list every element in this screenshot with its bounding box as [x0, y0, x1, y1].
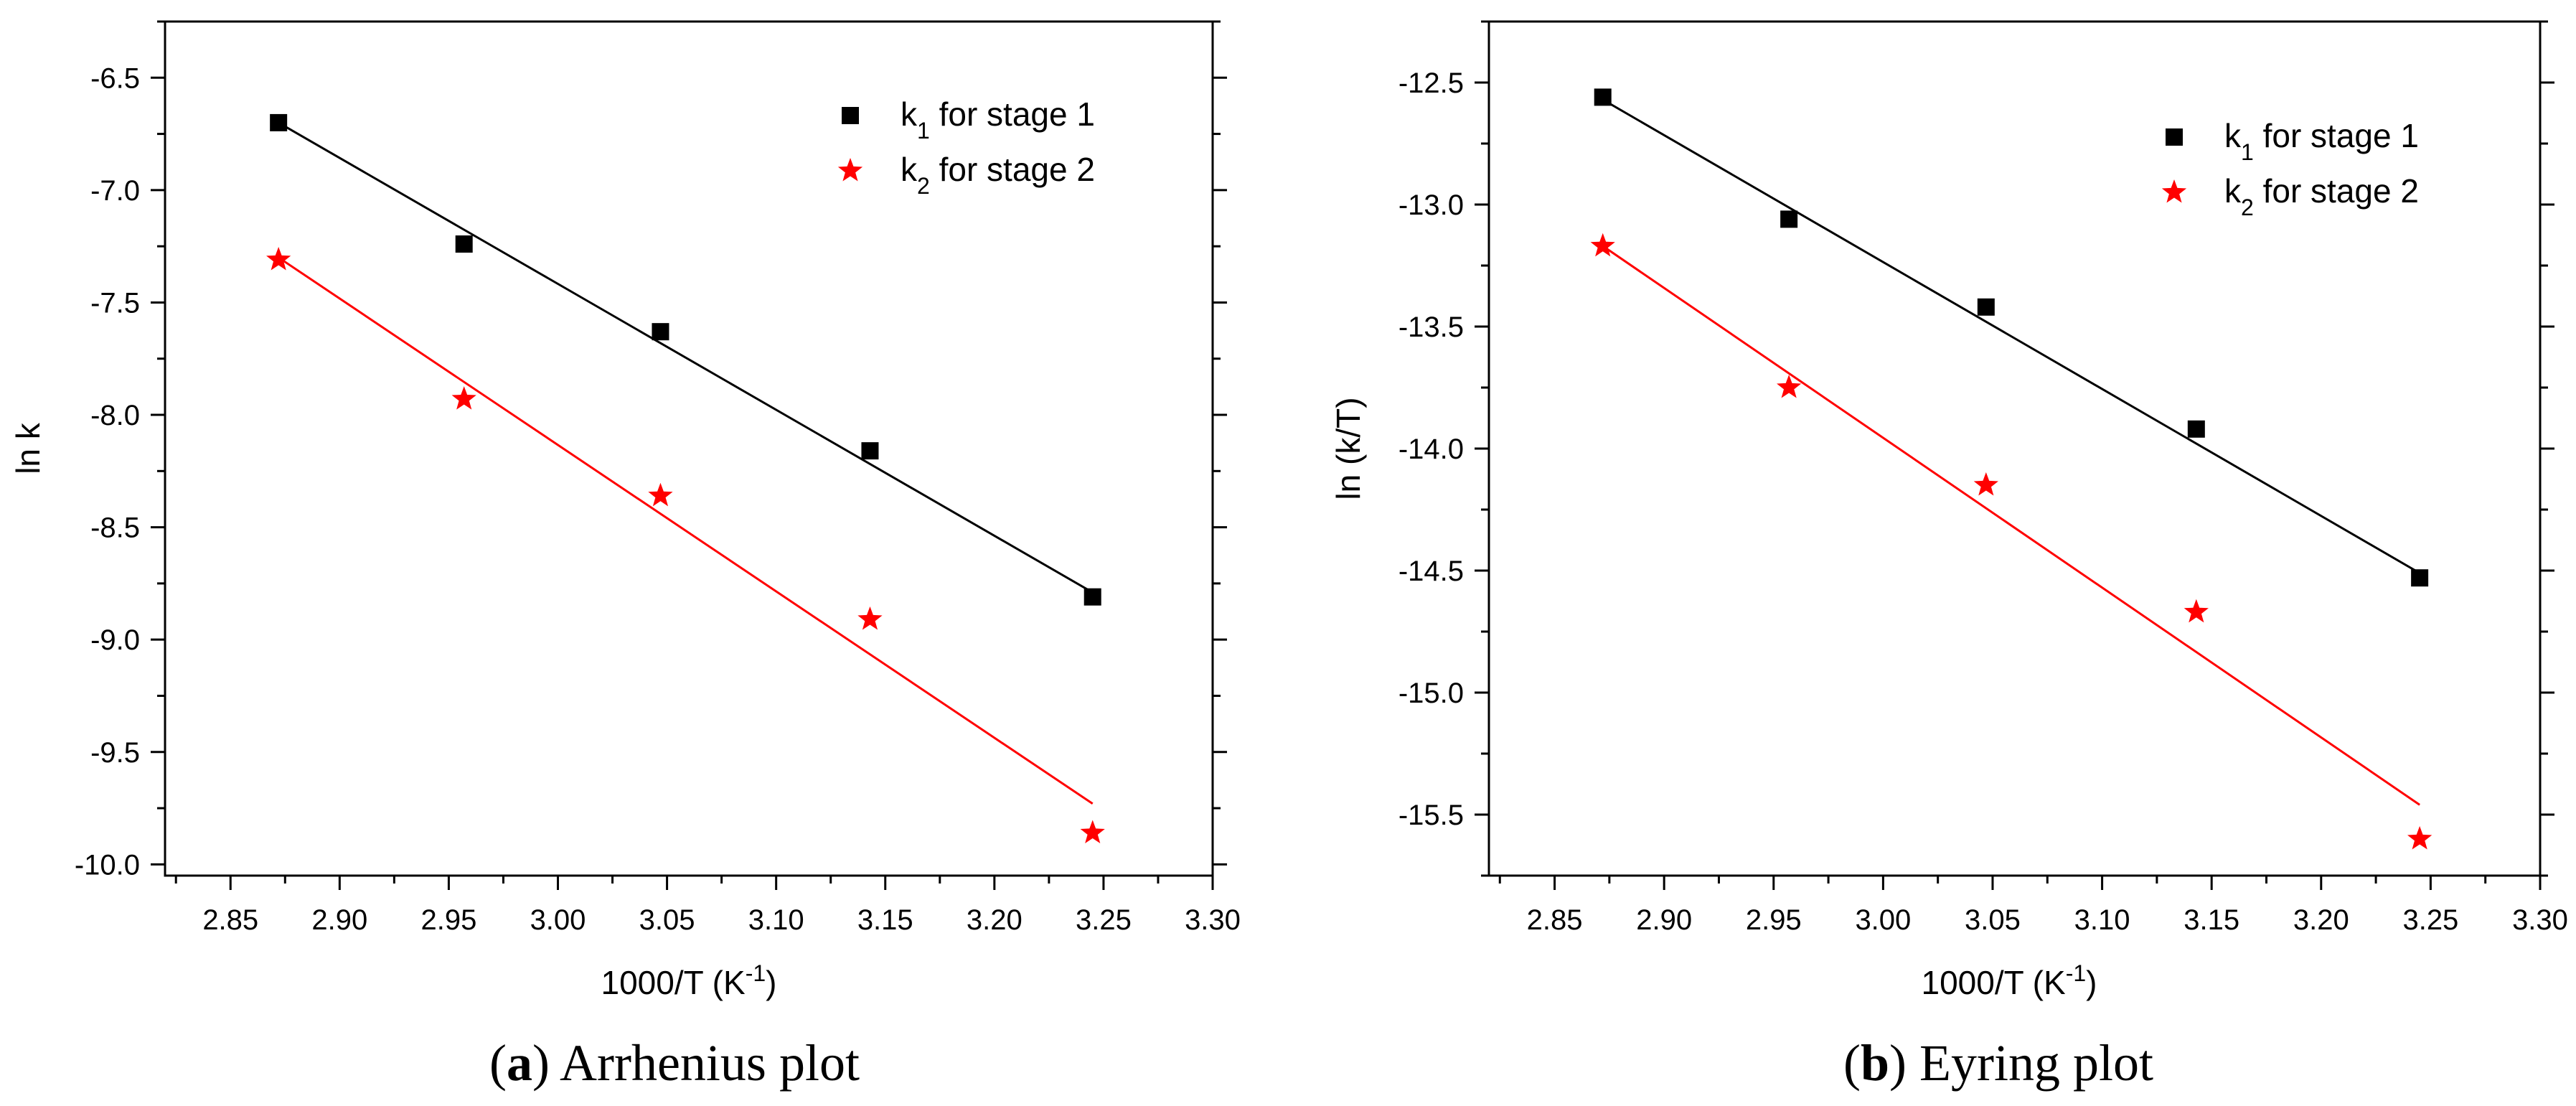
y-tick-label: -8.5 [90, 512, 140, 544]
panel-caption: (b) Eyring plot [1843, 1034, 2153, 1092]
x-tick-label: 2.85 [1527, 904, 1583, 936]
y-tick-label: -10.0 [75, 849, 140, 881]
fit-line-stage-2 [1602, 245, 2420, 806]
data-point-stage-1 [1083, 588, 1101, 606]
x-tick-label: 3.00 [1855, 904, 1911, 936]
legend-label-stage-1: k1 for stage 1 [2224, 117, 2419, 165]
x-tick-label: 3.05 [639, 904, 695, 936]
data-point-stage-1 [1594, 88, 1612, 106]
legend-label-stage-1: k1 for stage 1 [901, 95, 1095, 144]
data-point-stage-1 [861, 442, 879, 460]
fit-line-stage-2 [278, 256, 1094, 805]
x-tick-label: 3.00 [530, 904, 586, 936]
x-tick-label: 3.15 [2184, 904, 2239, 936]
y-axis-title: ln k [9, 422, 47, 474]
x-tick-label: 3.25 [2402, 904, 2458, 936]
x-axis-title: 1000/T (K-1) [601, 960, 777, 1001]
data-point-stage-1 [1780, 210, 1798, 228]
legend-marker-stage-1 [842, 107, 859, 124]
fit-line-stage-1 [278, 121, 1094, 594]
y-tick-label: -15.0 [1399, 678, 1464, 709]
legend-marker-stage-2 [2161, 179, 2187, 203]
panel-caption: (a) Arrhenius plot [489, 1034, 860, 1092]
x-axis-title: 1000/T (K-1) [1922, 960, 2097, 1001]
y-tick-label: -14.5 [1399, 556, 1464, 587]
x-tick-label: 3.15 [857, 904, 913, 936]
legend-marker-stage-2 [837, 158, 863, 182]
chart-panel-b: 2.85 2.90 2.95 3.00 3.05 3.10 3.15 3.20 3.25 3.30… [1330, 20, 2568, 1092]
x-tick-label: 2.90 [311, 904, 367, 936]
data-point-stage-2 [1080, 820, 1105, 844]
data-point-stage-1 [652, 323, 669, 341]
data-point-stage-2 [451, 386, 476, 410]
data-point-stage-2 [2184, 599, 2209, 623]
chart-panel-a: 2.85 2.90 2.95 3.00 3.05 3.10 3.15 3.20 3.25 3.30… [9, 20, 1241, 1092]
x-tick-label: 2.90 [1636, 904, 1692, 936]
x-tick-label: 3.20 [967, 904, 1023, 936]
y-tick-label: -9.5 [90, 737, 140, 769]
legend-marker-stage-1 [2166, 128, 2183, 146]
y-tick-label: -13.0 [1399, 189, 1464, 221]
y-tick-label: -7.0 [90, 175, 140, 207]
fit-line-stage-1 [1602, 98, 2420, 574]
y-tick-label: -7.5 [90, 287, 140, 319]
data-point-stage-2 [1590, 233, 1615, 257]
x-tick-label: 2.85 [202, 904, 258, 936]
data-point-stage-2 [266, 246, 291, 271]
x-tick-label: 3.20 [2293, 904, 2349, 936]
legend-label-stage-2: k2 for stage 2 [2224, 172, 2419, 220]
data-point-stage-2 [648, 482, 673, 507]
data-point-stage-2 [1777, 375, 1802, 398]
x-tick-label: 3.30 [2512, 904, 2568, 936]
data-point-stage-1 [2187, 420, 2205, 438]
data-point-stage-1 [2411, 569, 2429, 587]
legend-label-stage-2: k2 for stage 2 [901, 151, 1095, 199]
data-point-stage-1 [270, 113, 288, 131]
y-tick-label: -15.5 [1399, 800, 1464, 831]
x-tick-label: 3.25 [1076, 904, 1132, 936]
data-point-stage-1 [455, 235, 473, 253]
data-point-stage-2 [2407, 826, 2432, 850]
x-tick-label: 3.05 [1965, 904, 2021, 936]
data-point-stage-2 [857, 606, 883, 630]
y-axis-title: ln (k/T) [1330, 397, 1367, 500]
x-tick-label: 2.95 [420, 904, 476, 936]
y-tick-label: -13.5 [1399, 311, 1464, 343]
y-tick-label: -6.5 [90, 62, 140, 94]
x-tick-label: 3.10 [748, 904, 804, 936]
data-point-stage-2 [1973, 472, 1998, 496]
x-tick-label: 3.30 [1185, 904, 1241, 936]
data-point-stage-1 [1977, 298, 1995, 316]
x-tick-label: 3.10 [2074, 904, 2130, 936]
y-tick-label: -8.0 [90, 400, 140, 431]
x-tick-label: 2.95 [1746, 904, 1802, 936]
y-tick-label: -14.0 [1399, 434, 1464, 465]
y-tick-label: -12.5 [1399, 67, 1464, 99]
plot-frame [164, 20, 1214, 877]
y-tick-label: -9.0 [90, 624, 140, 656]
